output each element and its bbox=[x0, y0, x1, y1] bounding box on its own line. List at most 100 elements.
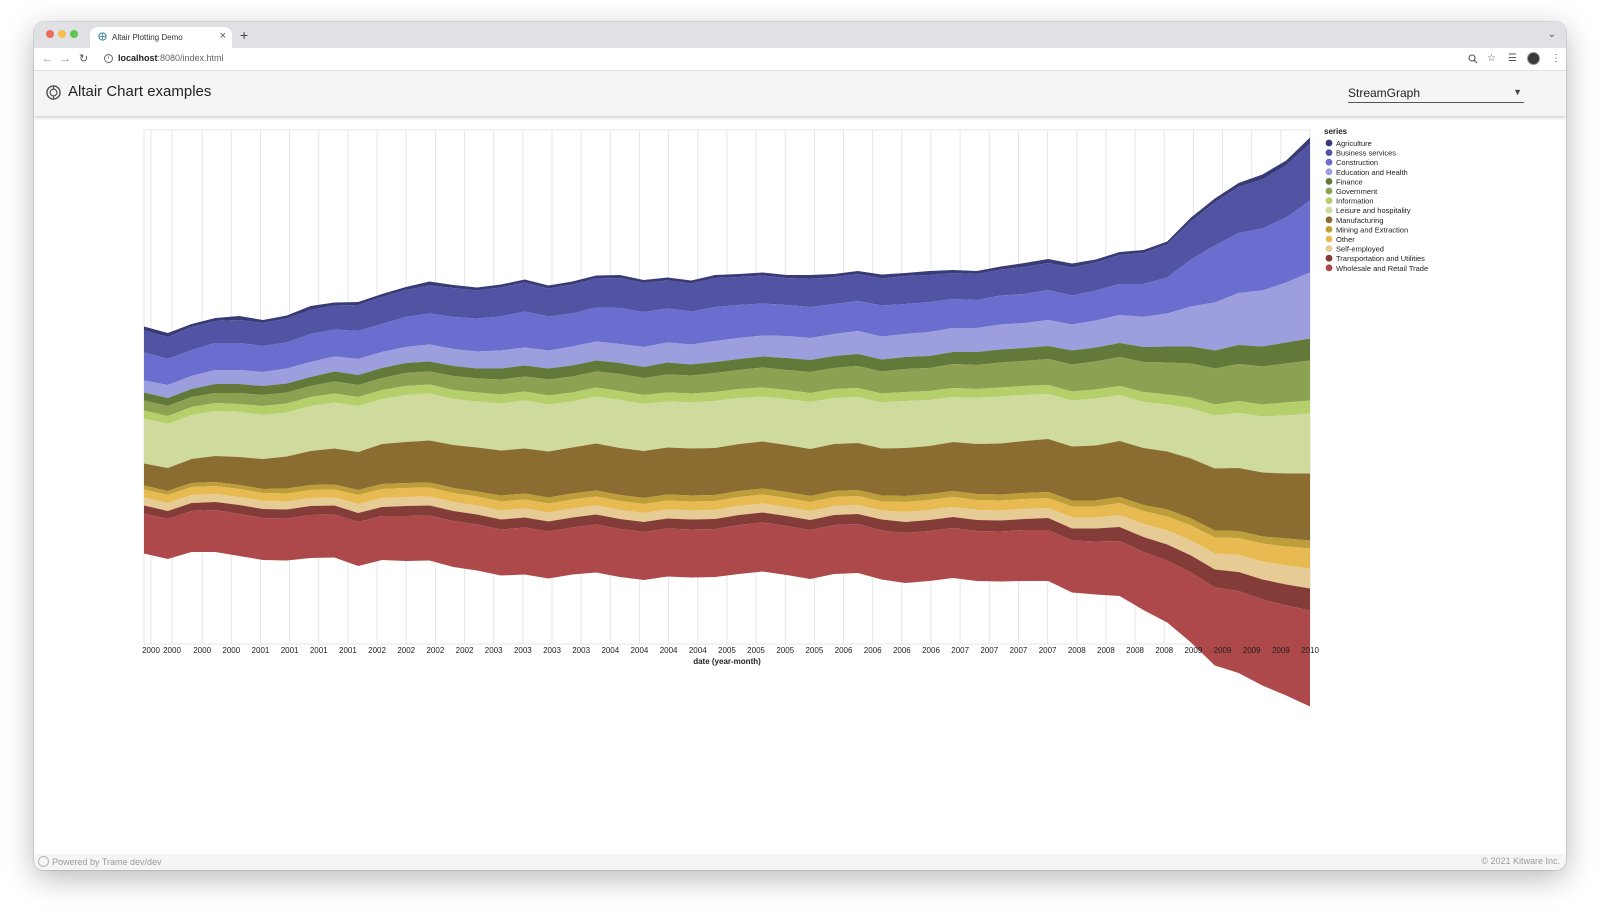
browser-tab[interactable]: Altair Plotting Demo × bbox=[90, 27, 232, 48]
x-tick-label: 2000 bbox=[193, 646, 211, 655]
profile-avatar[interactable] bbox=[1527, 52, 1540, 65]
legend-swatch bbox=[1325, 216, 1333, 224]
legend-label: Self-employed bbox=[1336, 245, 1384, 254]
x-tick-label: 2002 bbox=[397, 646, 415, 655]
x-tick-label: 2004 bbox=[601, 646, 619, 655]
url-field[interactable]: i localhost:8080/index.html bbox=[104, 53, 224, 64]
menu-kebab-icon[interactable]: ⋮ bbox=[1551, 53, 1561, 64]
star-icon[interactable]: ☆ bbox=[1487, 53, 1496, 64]
chart-type-select[interactable]: StreamGraph ▼ bbox=[1348, 85, 1524, 103]
legend-label: Wholesale and Retail Trade bbox=[1336, 264, 1428, 273]
x-tick-label: 2009 bbox=[1214, 646, 1232, 655]
x-tick-label: 2007 bbox=[951, 646, 969, 655]
legend-label: Information bbox=[1336, 197, 1374, 206]
legend-swatch bbox=[1325, 197, 1333, 204]
legend-label: Construction bbox=[1336, 158, 1378, 167]
app-toolbar: Altair Chart examples StreamGraph ▼ bbox=[34, 71, 1566, 116]
stream-layer-mining-and-extraction bbox=[144, 482, 1310, 549]
stream-layer-manufacturing bbox=[144, 439, 1310, 541]
x-tick-label: 2004 bbox=[631, 646, 649, 655]
x-tick-label: 2002 bbox=[456, 646, 474, 655]
legend-swatch bbox=[1325, 245, 1333, 253]
x-tick-label: 2008 bbox=[1068, 646, 1086, 655]
stream-layer-business-services bbox=[144, 143, 1310, 359]
browser-window: Altair Plotting Demo × + ⌄ ← → ↻ i localh… bbox=[34, 22, 1566, 870]
url-path: :8080/index.html bbox=[157, 53, 224, 63]
url-host: localhost bbox=[118, 53, 158, 63]
legend-swatch bbox=[1325, 254, 1333, 262]
x-tick-label: 2000 bbox=[142, 646, 160, 655]
x-tick-label: 2009 bbox=[1272, 646, 1290, 655]
legend-swatch bbox=[1325, 139, 1333, 147]
legend-label: Manufacturing bbox=[1336, 216, 1384, 225]
status-spinner-icon bbox=[38, 856, 49, 867]
legend-swatch bbox=[1325, 226, 1333, 233]
close-window-button[interactable] bbox=[46, 30, 54, 38]
copyright-text: © 2021 Kitware Inc. bbox=[1481, 856, 1560, 866]
x-tick-label: 2003 bbox=[485, 646, 503, 655]
legend-swatch bbox=[1325, 235, 1333, 243]
tab-close-icon[interactable]: × bbox=[219, 30, 226, 42]
x-tick-label: 2000 bbox=[222, 646, 240, 655]
zoom-window-button[interactable] bbox=[70, 30, 78, 38]
x-tick-label: 2005 bbox=[718, 646, 736, 655]
legend-swatch bbox=[1325, 149, 1333, 156]
x-tick-label: 2006 bbox=[922, 646, 940, 655]
stream-layer-leisure-and-hospitality bbox=[144, 393, 1310, 474]
stream-layer-construction bbox=[144, 200, 1310, 385]
legend-label: Transportation and Utilities bbox=[1336, 254, 1425, 263]
footer: Powered by Trame dev/dev © 2021 Kitware … bbox=[34, 854, 1566, 870]
info-icon[interactable]: i bbox=[104, 54, 113, 64]
tab-title: Altair Plotting Demo bbox=[112, 33, 183, 42]
x-tick-label: 2009 bbox=[1184, 646, 1202, 655]
x-tick-label: 2003 bbox=[543, 646, 561, 655]
x-tick-label: 2003 bbox=[514, 646, 532, 655]
x-tick-label: 2006 bbox=[864, 646, 882, 655]
back-arrow-icon[interactable]: ← bbox=[42, 53, 53, 65]
x-tick-label: 2001 bbox=[310, 646, 328, 655]
forward-arrow-icon[interactable]: → bbox=[60, 53, 71, 65]
legend-label: Business services bbox=[1336, 149, 1396, 158]
x-axis-label: date (year-month) bbox=[693, 657, 761, 666]
reload-icon[interactable]: ↻ bbox=[79, 53, 89, 65]
legend-label: Agriculture bbox=[1336, 139, 1372, 148]
x-tick-label: 2007 bbox=[1010, 646, 1028, 655]
new-tab-button[interactable]: + bbox=[240, 27, 249, 43]
legend-swatch bbox=[1325, 168, 1333, 176]
x-tick-label: 2002 bbox=[426, 646, 444, 655]
x-tick-label: 2008 bbox=[1126, 646, 1144, 655]
legend-label: Finance bbox=[1336, 177, 1363, 186]
x-tick-label: 2008 bbox=[1155, 646, 1173, 655]
x-tick-label: 2006 bbox=[835, 646, 853, 655]
stream-layer-wholesale-and-retail-trade bbox=[144, 510, 1310, 707]
browser-tab-strip: Altair Plotting Demo × + ⌄ bbox=[34, 22, 1566, 48]
legend-title: series bbox=[1324, 127, 1348, 136]
x-tick-label: 2005 bbox=[805, 646, 823, 655]
minimize-window-button[interactable] bbox=[58, 30, 66, 38]
legend-swatch bbox=[1325, 264, 1333, 272]
legend-swatch bbox=[1325, 206, 1333, 214]
legend-swatch bbox=[1325, 158, 1333, 166]
x-tick-label: 2000 bbox=[163, 646, 181, 655]
legend-label: Mining and Extraction bbox=[1336, 225, 1408, 234]
x-tick-label: 2003 bbox=[572, 646, 590, 655]
trame-logo-icon bbox=[46, 85, 61, 100]
legend-label: Leisure and hospitality bbox=[1336, 206, 1411, 215]
x-tick-label: 2005 bbox=[776, 646, 794, 655]
address-bar: ← → ↻ i localhost:8080/index.html ☆ ☰ ⋮ bbox=[34, 48, 1566, 71]
stream-layer-self-employed bbox=[144, 494, 1310, 589]
stream-layer-education-and-health bbox=[144, 272, 1310, 398]
powered-by-text: Powered by Trame dev/dev bbox=[52, 857, 162, 867]
footer-left: Powered by Trame dev/dev bbox=[38, 856, 162, 867]
x-tick-label: 2008 bbox=[1097, 646, 1115, 655]
zoom-icon[interactable] bbox=[1468, 54, 1478, 64]
x-tick-label: 2005 bbox=[747, 646, 765, 655]
tab-search-chevron-icon[interactable]: ⌄ bbox=[1547, 29, 1556, 40]
reading-list-icon[interactable]: ☰ bbox=[1508, 53, 1517, 64]
select-value: StreamGraph bbox=[1348, 86, 1421, 100]
chevron-down-icon[interactable]: ▼ bbox=[1513, 87, 1522, 97]
stream-layer-government bbox=[144, 357, 1310, 416]
x-tick-label: 2010 bbox=[1301, 646, 1319, 655]
x-tick-label: 2001 bbox=[281, 646, 299, 655]
stream-layer-finance bbox=[144, 338, 1310, 406]
